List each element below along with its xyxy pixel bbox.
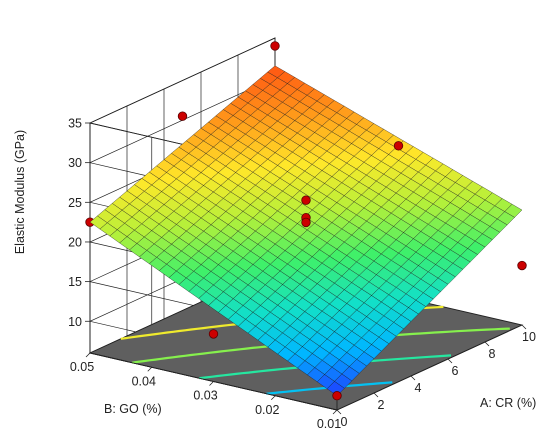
y-axis-ticks: 0.01 0.02 0.03 0.04 0.05 [70, 352, 341, 431]
y-tick-label: 0.01 [317, 417, 341, 431]
x-tick-mark [336, 409, 342, 415]
design-point [517, 260, 527, 271]
y-tick-mark [147, 366, 153, 372]
design-point [301, 217, 311, 228]
x-tick-label: 2 [378, 398, 385, 412]
design-point [208, 329, 219, 339]
y-tick-label: 0.03 [193, 389, 217, 403]
x-tick-label: 0 [341, 415, 348, 429]
z-tick-label: 15 [68, 275, 82, 289]
x-tick-label: 6 [452, 364, 459, 378]
y-tick-mark [209, 381, 214, 386]
y-tick-label: 0.02 [255, 403, 279, 417]
x-tick-mark [521, 324, 527, 330]
x-tick-label: 8 [489, 347, 496, 361]
surface-cell [326, 381, 345, 396]
z-tick-label: 10 [68, 315, 82, 329]
x-tick-label: 4 [415, 381, 422, 395]
x-tick-mark [410, 375, 416, 381]
response-surface [89, 65, 523, 396]
y-tick-label: 0.04 [132, 374, 156, 388]
x-axis-title: A: CR (%) [480, 396, 536, 410]
design-point [270, 41, 280, 51]
x-tick-mark [447, 358, 453, 364]
y-axis-title: B: GO (%) [104, 402, 162, 416]
x-tick-mark [484, 341, 490, 347]
z-tick-label: 35 [68, 117, 82, 131]
design-points-above [177, 41, 404, 401]
design-point [393, 141, 404, 151]
design-point [332, 391, 342, 401]
y-tick-label: 0.05 [70, 360, 94, 374]
z-axis-ticks: 10 15 20 25 30 35 [68, 117, 90, 329]
design-point [177, 111, 188, 121]
x-tick-mark [373, 392, 379, 398]
x-axis-ticks: 0 2 4 6 8 10 [336, 324, 536, 429]
design-point [301, 195, 311, 205]
x-tick-label: 10 [522, 330, 536, 344]
z-axis-title: Elastic Modulus (GPa) [13, 130, 27, 254]
y-tick-mark [332, 409, 338, 415]
y-tick-mark [270, 395, 276, 401]
z-tick-label: 25 [68, 196, 82, 210]
z-tick-label: 30 [68, 156, 82, 170]
z-tick-label: 20 [68, 235, 82, 249]
x-axis-line [336, 324, 523, 411]
y-tick-mark [85, 352, 91, 358]
